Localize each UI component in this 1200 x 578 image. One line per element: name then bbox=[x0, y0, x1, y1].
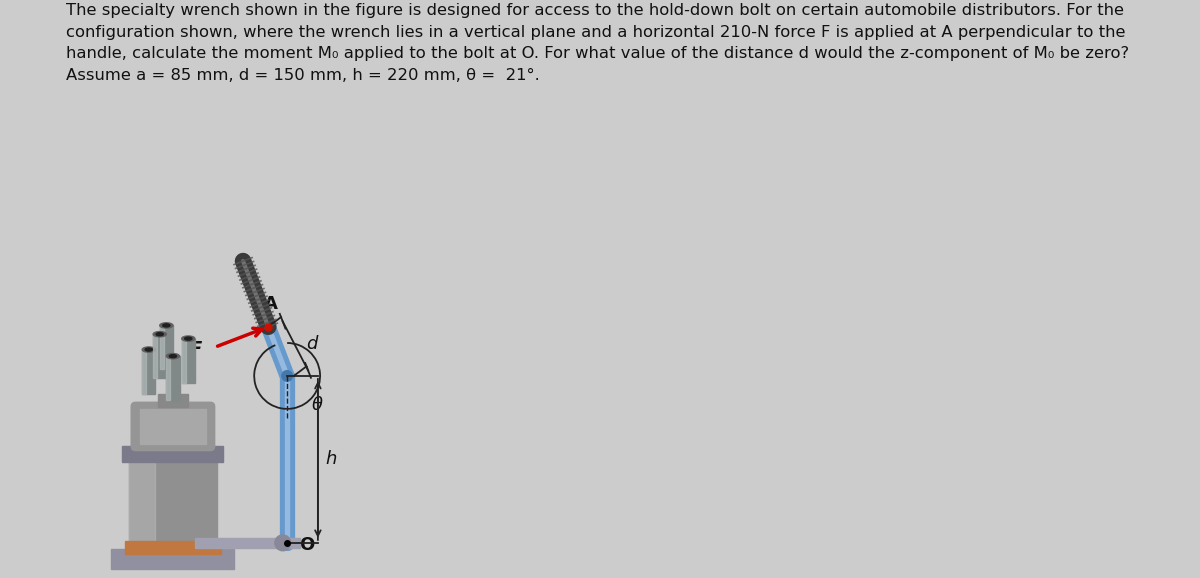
Ellipse shape bbox=[142, 347, 155, 352]
Text: The specialty wrench shown in the figure is designed for access to the hold-down: The specialty wrench shown in the figure… bbox=[66, 3, 1129, 83]
Circle shape bbox=[282, 370, 293, 381]
Text: θ: θ bbox=[311, 396, 323, 414]
Bar bbox=[160, 325, 163, 369]
Bar bbox=[142, 350, 155, 394]
Circle shape bbox=[275, 535, 290, 551]
Bar bbox=[154, 334, 157, 378]
Bar bbox=[167, 356, 170, 400]
Ellipse shape bbox=[169, 355, 176, 358]
Text: d: d bbox=[306, 335, 318, 353]
Ellipse shape bbox=[145, 348, 152, 351]
Bar bbox=[122, 446, 223, 462]
Ellipse shape bbox=[185, 337, 192, 340]
Ellipse shape bbox=[160, 323, 173, 328]
Ellipse shape bbox=[181, 336, 194, 341]
Ellipse shape bbox=[156, 333, 163, 336]
Text: F: F bbox=[188, 340, 202, 359]
Bar bbox=[140, 409, 206, 444]
Bar bbox=[154, 334, 167, 378]
Bar bbox=[157, 394, 188, 407]
Ellipse shape bbox=[163, 324, 170, 327]
Text: h: h bbox=[325, 450, 337, 468]
Bar bbox=[181, 339, 194, 383]
Text: O: O bbox=[300, 536, 314, 554]
Bar bbox=[130, 462, 217, 550]
Bar bbox=[160, 325, 173, 369]
Bar bbox=[142, 350, 146, 394]
Ellipse shape bbox=[154, 332, 167, 337]
Bar bbox=[130, 462, 155, 550]
Ellipse shape bbox=[167, 354, 180, 359]
Bar bbox=[181, 339, 186, 383]
Bar bbox=[194, 538, 300, 548]
Bar bbox=[167, 356, 180, 400]
FancyBboxPatch shape bbox=[131, 402, 215, 451]
Text: A: A bbox=[264, 295, 277, 313]
Bar bbox=[125, 540, 221, 554]
Bar bbox=[112, 550, 234, 569]
